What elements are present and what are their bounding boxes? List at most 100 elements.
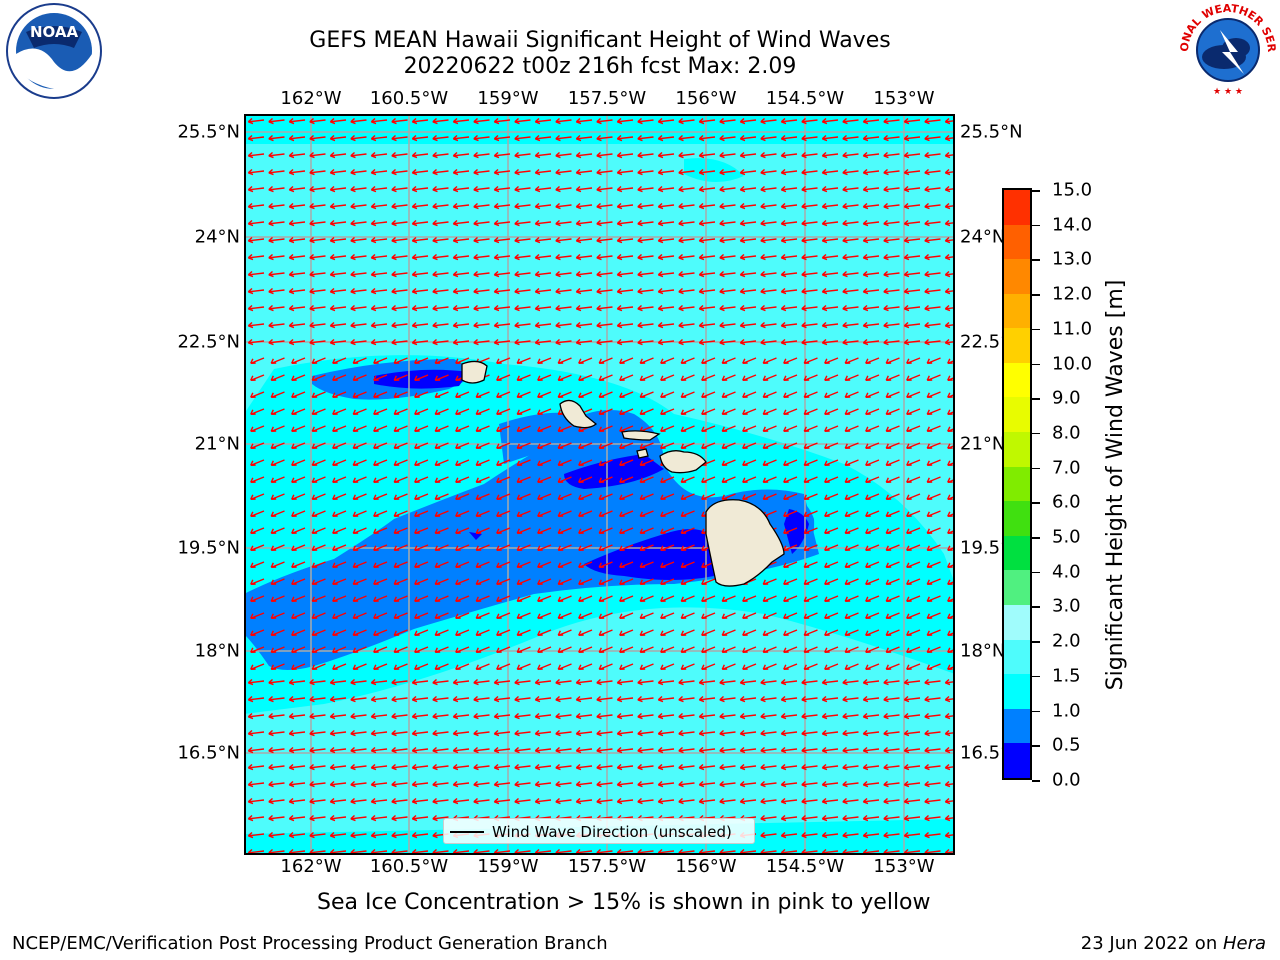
wind-arrow <box>414 374 429 382</box>
wind-arrow <box>350 168 367 176</box>
wind-arrow <box>555 253 572 261</box>
wind-arrow <box>742 629 757 637</box>
wind-arrow <box>803 561 818 569</box>
wind-arrow <box>452 746 470 754</box>
wind-arrow <box>268 185 285 193</box>
wind-arrow <box>370 831 388 839</box>
wind-arrow <box>678 202 695 210</box>
wind-arrow <box>414 663 429 671</box>
wind-arrow <box>473 219 490 227</box>
wind-arrow <box>291 493 306 501</box>
wind-arrow <box>598 374 613 382</box>
wind-arrow <box>598 408 613 416</box>
wind-arrow <box>311 544 326 552</box>
wind-arrow <box>598 561 613 569</box>
wind-arrow <box>352 425 367 433</box>
wave-contour-medium <box>684 158 744 183</box>
wind-arrow <box>903 304 921 312</box>
wind-arrow <box>924 253 941 261</box>
wind-arrow <box>862 729 880 737</box>
colorbar-tick <box>1032 745 1040 747</box>
wind-arrow <box>596 219 613 227</box>
wind-arrow <box>288 695 306 703</box>
wind-arrow <box>701 476 716 484</box>
wind-arrow <box>534 321 552 329</box>
wind-arrow <box>411 219 429 227</box>
wind-arrow <box>803 425 818 433</box>
wind-arrow <box>291 646 306 654</box>
wind-arrow <box>555 746 572 754</box>
wave-height-map <box>244 114 955 855</box>
wind-arrow <box>844 476 859 484</box>
wind-arrow <box>250 493 265 501</box>
wind-arrow <box>824 493 839 501</box>
wind-arrow <box>329 746 347 754</box>
wind-arrow <box>309 202 326 210</box>
wind-arrow <box>821 236 839 244</box>
wind-arrow <box>657 338 675 346</box>
wind-arrow <box>824 544 839 552</box>
wind-arrow <box>660 493 675 501</box>
wind-arrow <box>906 442 921 450</box>
wind-arrow <box>329 831 347 839</box>
wind-arrow <box>883 831 900 839</box>
wind-arrow <box>414 476 429 484</box>
colorbar-tick-label: 0.0 <box>1052 769 1081 791</box>
wind-arrow <box>903 168 921 176</box>
wind-arrow <box>455 391 470 399</box>
wind-arrow <box>903 270 921 278</box>
wind-arrow <box>432 236 449 244</box>
wind-arrow <box>739 168 757 176</box>
wind-arrow <box>329 814 347 822</box>
wind-arrow <box>657 712 675 720</box>
wind-arrow <box>883 729 900 737</box>
wind-arrow <box>783 476 798 484</box>
wind-arrow <box>616 236 634 244</box>
colorbar-cell <box>1004 190 1030 225</box>
wind-arrow <box>657 134 675 142</box>
wind-arrow <box>885 578 900 586</box>
wind-arrow <box>698 202 716 210</box>
colorbar-tick <box>1032 224 1040 227</box>
wind-arrow <box>391 168 408 176</box>
wind-arrow <box>760 338 777 346</box>
wind-arrow <box>452 134 470 142</box>
wind-arrow <box>824 357 839 365</box>
wind-arrow <box>288 814 306 822</box>
wind-arrow <box>250 510 265 518</box>
wind-arrow <box>434 391 449 399</box>
wind-arrow <box>701 646 716 654</box>
wind-arrow <box>780 151 798 159</box>
wind-arrow <box>883 219 900 227</box>
wind-arrow <box>352 391 367 399</box>
wind-arrow <box>268 253 285 261</box>
wind-arrow <box>637 746 654 754</box>
wind-arrow <box>660 425 675 433</box>
wind-arrow <box>309 797 326 805</box>
wind-arrow <box>596 151 613 159</box>
wind-arrow <box>352 442 367 450</box>
colorbar-tick-label: 10.0 <box>1052 353 1093 375</box>
wind-arrow <box>329 185 347 193</box>
wind-arrow <box>657 304 675 312</box>
wind-arrow <box>719 270 736 278</box>
wind-arrow <box>268 321 285 329</box>
wind-arrow <box>862 202 880 210</box>
wind-arrow <box>903 253 921 261</box>
wind-arrow <box>514 763 531 771</box>
wind-arrow <box>842 202 859 210</box>
colorbar <box>1002 188 1032 780</box>
wind-arrow <box>783 425 798 433</box>
wind-arrow <box>332 408 347 416</box>
wind-arrow <box>885 663 900 671</box>
wind-arrow <box>616 270 634 278</box>
wind-arrow <box>373 544 388 552</box>
wind-arrow <box>250 629 265 637</box>
wind-arrow <box>270 425 285 433</box>
wind-arrow <box>903 729 921 737</box>
wind-arrow <box>637 729 654 737</box>
wind-arrow <box>291 663 306 671</box>
wind-arrow <box>432 729 449 737</box>
wind-arrow <box>557 578 572 586</box>
wind-arrow <box>452 338 470 346</box>
